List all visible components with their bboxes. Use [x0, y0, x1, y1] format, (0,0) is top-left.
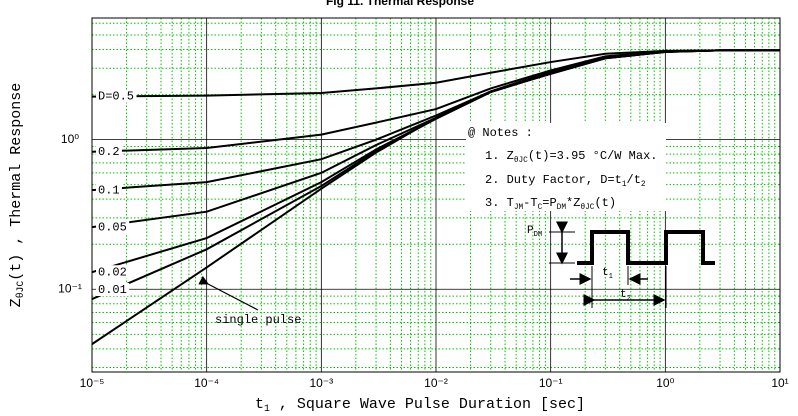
subscript: JM — [514, 204, 524, 212]
series-label: D=0.5 — [98, 90, 134, 104]
subscript: 1 — [609, 273, 613, 281]
text-part: P — [527, 225, 534, 237]
note: 2. Duty Factor, D=t1/t2 — [485, 173, 646, 189]
x-axis-label: t1 , Square Wave Pulse Duration [sec] — [255, 396, 585, 414]
x-tick-label: 10¹ — [771, 376, 788, 390]
label-bg — [96, 183, 122, 197]
subscript: DM — [557, 204, 567, 212]
line — [92, 49, 780, 345]
text-part: t — [620, 289, 627, 301]
text-part: 1. Z — [485, 149, 514, 163]
subscript: θJC — [514, 157, 528, 165]
series-label: 0.01 — [98, 283, 127, 297]
pulse-diagram — [549, 221, 715, 308]
y-axis-label: ZθJC(t) , Thermal Response — [8, 83, 26, 308]
series-label: 0.2 — [98, 145, 120, 159]
text-part: , Square Wave Pulse Duration [sec] — [270, 396, 585, 413]
subscript: θJC — [580, 204, 594, 212]
x-tick-label: 10⁻³ — [309, 376, 333, 390]
label-bg — [96, 220, 130, 234]
plot-area — [92, 49, 780, 345]
x-tick-label: 10⁻¹ — [539, 376, 563, 390]
text-part: -T — [523, 196, 537, 210]
label-bg — [96, 89, 137, 103]
chart-title: Fig 11. Thermal Response — [326, 0, 474, 8]
subscript: DM — [534, 231, 543, 239]
subscript: C — [538, 204, 543, 212]
x-tick-label: 10⁻⁴ — [194, 376, 219, 390]
label-bg — [96, 265, 130, 279]
series-label: 0.05 — [98, 220, 127, 234]
label-bg — [96, 283, 130, 296]
text-part: /t — [627, 173, 641, 187]
x-tick-label: 10⁰ — [656, 376, 674, 390]
text-part: 2. Duty Factor, D=t — [485, 173, 622, 187]
text-part: t — [602, 267, 609, 279]
text-part: (t) , Thermal Response — [8, 83, 25, 281]
series-label: single pulse — [215, 313, 301, 327]
notes-bg — [466, 123, 666, 211]
pulse-label: t1 — [602, 267, 613, 281]
text-part: Z — [8, 298, 25, 307]
text-part: t — [255, 396, 264, 413]
series-label: 0.02 — [98, 265, 127, 279]
pointer-line — [198, 275, 259, 311]
label-bg — [96, 144, 122, 158]
note: 1. ZθJC(t)=3.95 °C/W Max. — [485, 149, 657, 165]
series-label: 0.1 — [98, 183, 120, 197]
subscript: 1 — [264, 403, 270, 414]
y-tick-label: 10⁰ — [61, 132, 79, 146]
notes-title: @ Notes : — [468, 126, 533, 140]
plot-frame — [91, 17, 781, 373]
note: 3. TJM-TC=PDM*ZθJC(t) — [485, 196, 616, 212]
text-part: =P — [542, 196, 556, 210]
text-part: (t) — [594, 196, 616, 210]
y-tick-label: 10⁻¹ — [58, 281, 82, 295]
subscript: 1 — [622, 181, 627, 189]
x-tick-label: 10⁻⁵ — [80, 376, 105, 390]
x-tick-label: 10⁻² — [424, 376, 448, 390]
pulse-label: PDM — [527, 225, 542, 239]
subscript: θJC — [15, 281, 26, 299]
pulse-label: t2 — [620, 289, 631, 303]
subscript: 2 — [641, 181, 646, 189]
text-part: (t)=3.95 °C/W Max. — [528, 149, 658, 163]
text-part: 3. T — [485, 196, 514, 210]
subscript: 2 — [627, 295, 631, 303]
grid — [91, 18, 781, 372]
text-part: *Z — [566, 196, 580, 210]
